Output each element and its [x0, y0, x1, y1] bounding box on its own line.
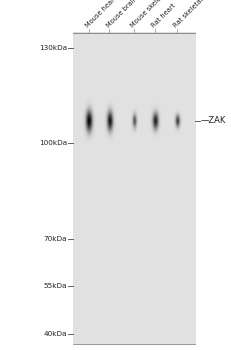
Text: 130kDa: 130kDa [39, 45, 67, 51]
Text: —ZAK: —ZAK [201, 117, 226, 125]
Text: Rat skeletal muscle: Rat skeletal muscle [173, 0, 223, 29]
Text: 70kDa: 70kDa [43, 236, 67, 241]
Text: 55kDa: 55kDa [43, 284, 67, 289]
Text: 100kDa: 100kDa [39, 140, 67, 146]
Text: Mouse brain: Mouse brain [105, 0, 138, 29]
FancyBboxPatch shape [73, 32, 195, 344]
Text: Mouse skeletal muscle: Mouse skeletal muscle [130, 0, 187, 29]
Text: Rat heart: Rat heart [151, 2, 177, 29]
Text: Mouse heart: Mouse heart [85, 0, 118, 29]
Text: 40kDa: 40kDa [43, 331, 67, 337]
